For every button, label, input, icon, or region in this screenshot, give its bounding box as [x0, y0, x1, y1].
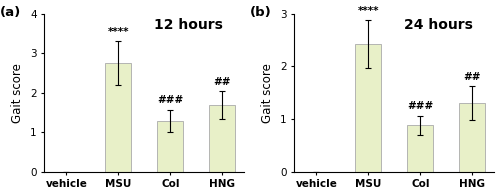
Text: 12 hours: 12 hours	[154, 18, 223, 32]
Bar	[356, 44, 382, 172]
Text: ##: ##	[214, 77, 231, 87]
Y-axis label: Gait score: Gait score	[262, 63, 274, 123]
Bar	[408, 125, 434, 172]
Bar	[460, 103, 485, 172]
Bar	[210, 105, 236, 172]
Bar	[158, 121, 184, 172]
Text: 24 hours: 24 hours	[404, 18, 473, 32]
Text: (a): (a)	[0, 6, 21, 19]
Text: ##: ##	[464, 72, 481, 82]
Y-axis label: Gait score: Gait score	[12, 63, 24, 123]
Text: ****: ****	[358, 6, 379, 16]
Bar	[106, 63, 132, 172]
Text: ###: ###	[157, 95, 184, 105]
Text: ###: ###	[407, 101, 434, 111]
Text: (b): (b)	[250, 6, 272, 19]
Text: ****: ****	[108, 27, 129, 36]
